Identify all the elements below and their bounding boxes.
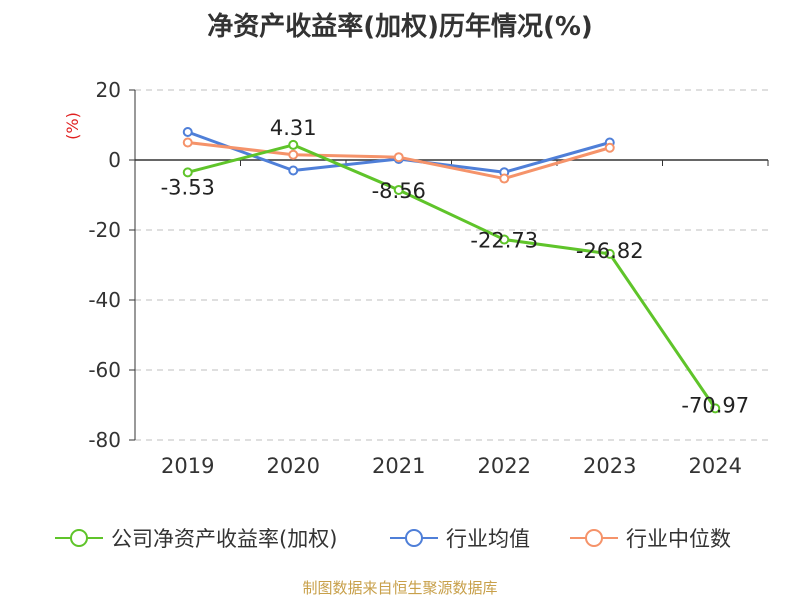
legend-marker-industry-median bbox=[570, 529, 618, 547]
data-point-industry-mean bbox=[182, 127, 193, 137]
data-label: -8.56 bbox=[372, 179, 426, 203]
legend-marker-company-roe bbox=[55, 529, 103, 547]
y-tick-label: -40 bbox=[88, 288, 121, 312]
x-tick-label: 2022 bbox=[478, 454, 531, 478]
data-point-industry-median bbox=[182, 137, 193, 148]
data-point-company-roe bbox=[499, 234, 510, 245]
y-tick-label: -20 bbox=[88, 218, 121, 242]
data-point-industry-median bbox=[499, 173, 510, 184]
x-tick-label: 2024 bbox=[689, 454, 742, 478]
x-tick-label: 2020 bbox=[267, 454, 320, 478]
line-chart: 20 0 -20 -40 -60 -80 2019 2020 2021 2022 2023 2024 (… bbox=[63, 78, 769, 478]
x-tick-label: 2023 bbox=[583, 454, 636, 478]
x-tick-label: 2019 bbox=[161, 454, 214, 478]
data-point-company-roe bbox=[393, 184, 404, 195]
legend: 公司净资产收益率(加权) 行业均值 行业中位数 bbox=[0, 520, 800, 556]
source-note: 制图数据来自恒生聚源数据库 bbox=[302, 579, 498, 597]
legend-item-industry-mean[interactable]: 行业均值 bbox=[390, 520, 530, 556]
y-tick-label: -60 bbox=[88, 358, 121, 382]
data-point-company-roe bbox=[604, 248, 615, 259]
chart-title: 净资产收益率(加权)历年情况(%) bbox=[207, 12, 593, 42]
legend-label-company-roe: 公司净资产收益率(加权) bbox=[111, 527, 338, 551]
x-tick-label: 2021 bbox=[372, 454, 425, 478]
y-tick-label: -80 bbox=[88, 428, 121, 452]
data-point-industry-median bbox=[288, 149, 299, 160]
data-point-industry-median bbox=[393, 152, 404, 163]
data-point-industry-mean bbox=[288, 165, 299, 176]
legend-label-industry-median: 行业中位数 bbox=[626, 527, 731, 551]
data-point-industry-median bbox=[604, 142, 615, 153]
data-point-company-roe bbox=[710, 403, 721, 414]
y-tick-label: 0 bbox=[108, 148, 121, 172]
data-label: 4.31 bbox=[270, 116, 317, 140]
y-axis-label: (%) bbox=[63, 112, 82, 140]
data-point-company-roe bbox=[288, 139, 299, 150]
data-label: -3.53 bbox=[161, 175, 215, 199]
y-tick-label: 20 bbox=[96, 78, 121, 102]
data-label: -26.82 bbox=[576, 239, 644, 263]
data-label: -22.73 bbox=[470, 229, 538, 253]
data-point-company-roe bbox=[182, 167, 193, 178]
data-label: -70.97 bbox=[681, 393, 749, 417]
legend-label-industry-mean: 行业均值 bbox=[446, 527, 530, 551]
legend-item-company-roe[interactable]: 公司净资产收益率(加权) bbox=[55, 520, 337, 556]
legend-item-industry-median[interactable]: 行业中位数 bbox=[570, 520, 731, 556]
legend-marker-industry-mean bbox=[390, 529, 438, 547]
series-line-company-roe bbox=[187, 143, 717, 410]
